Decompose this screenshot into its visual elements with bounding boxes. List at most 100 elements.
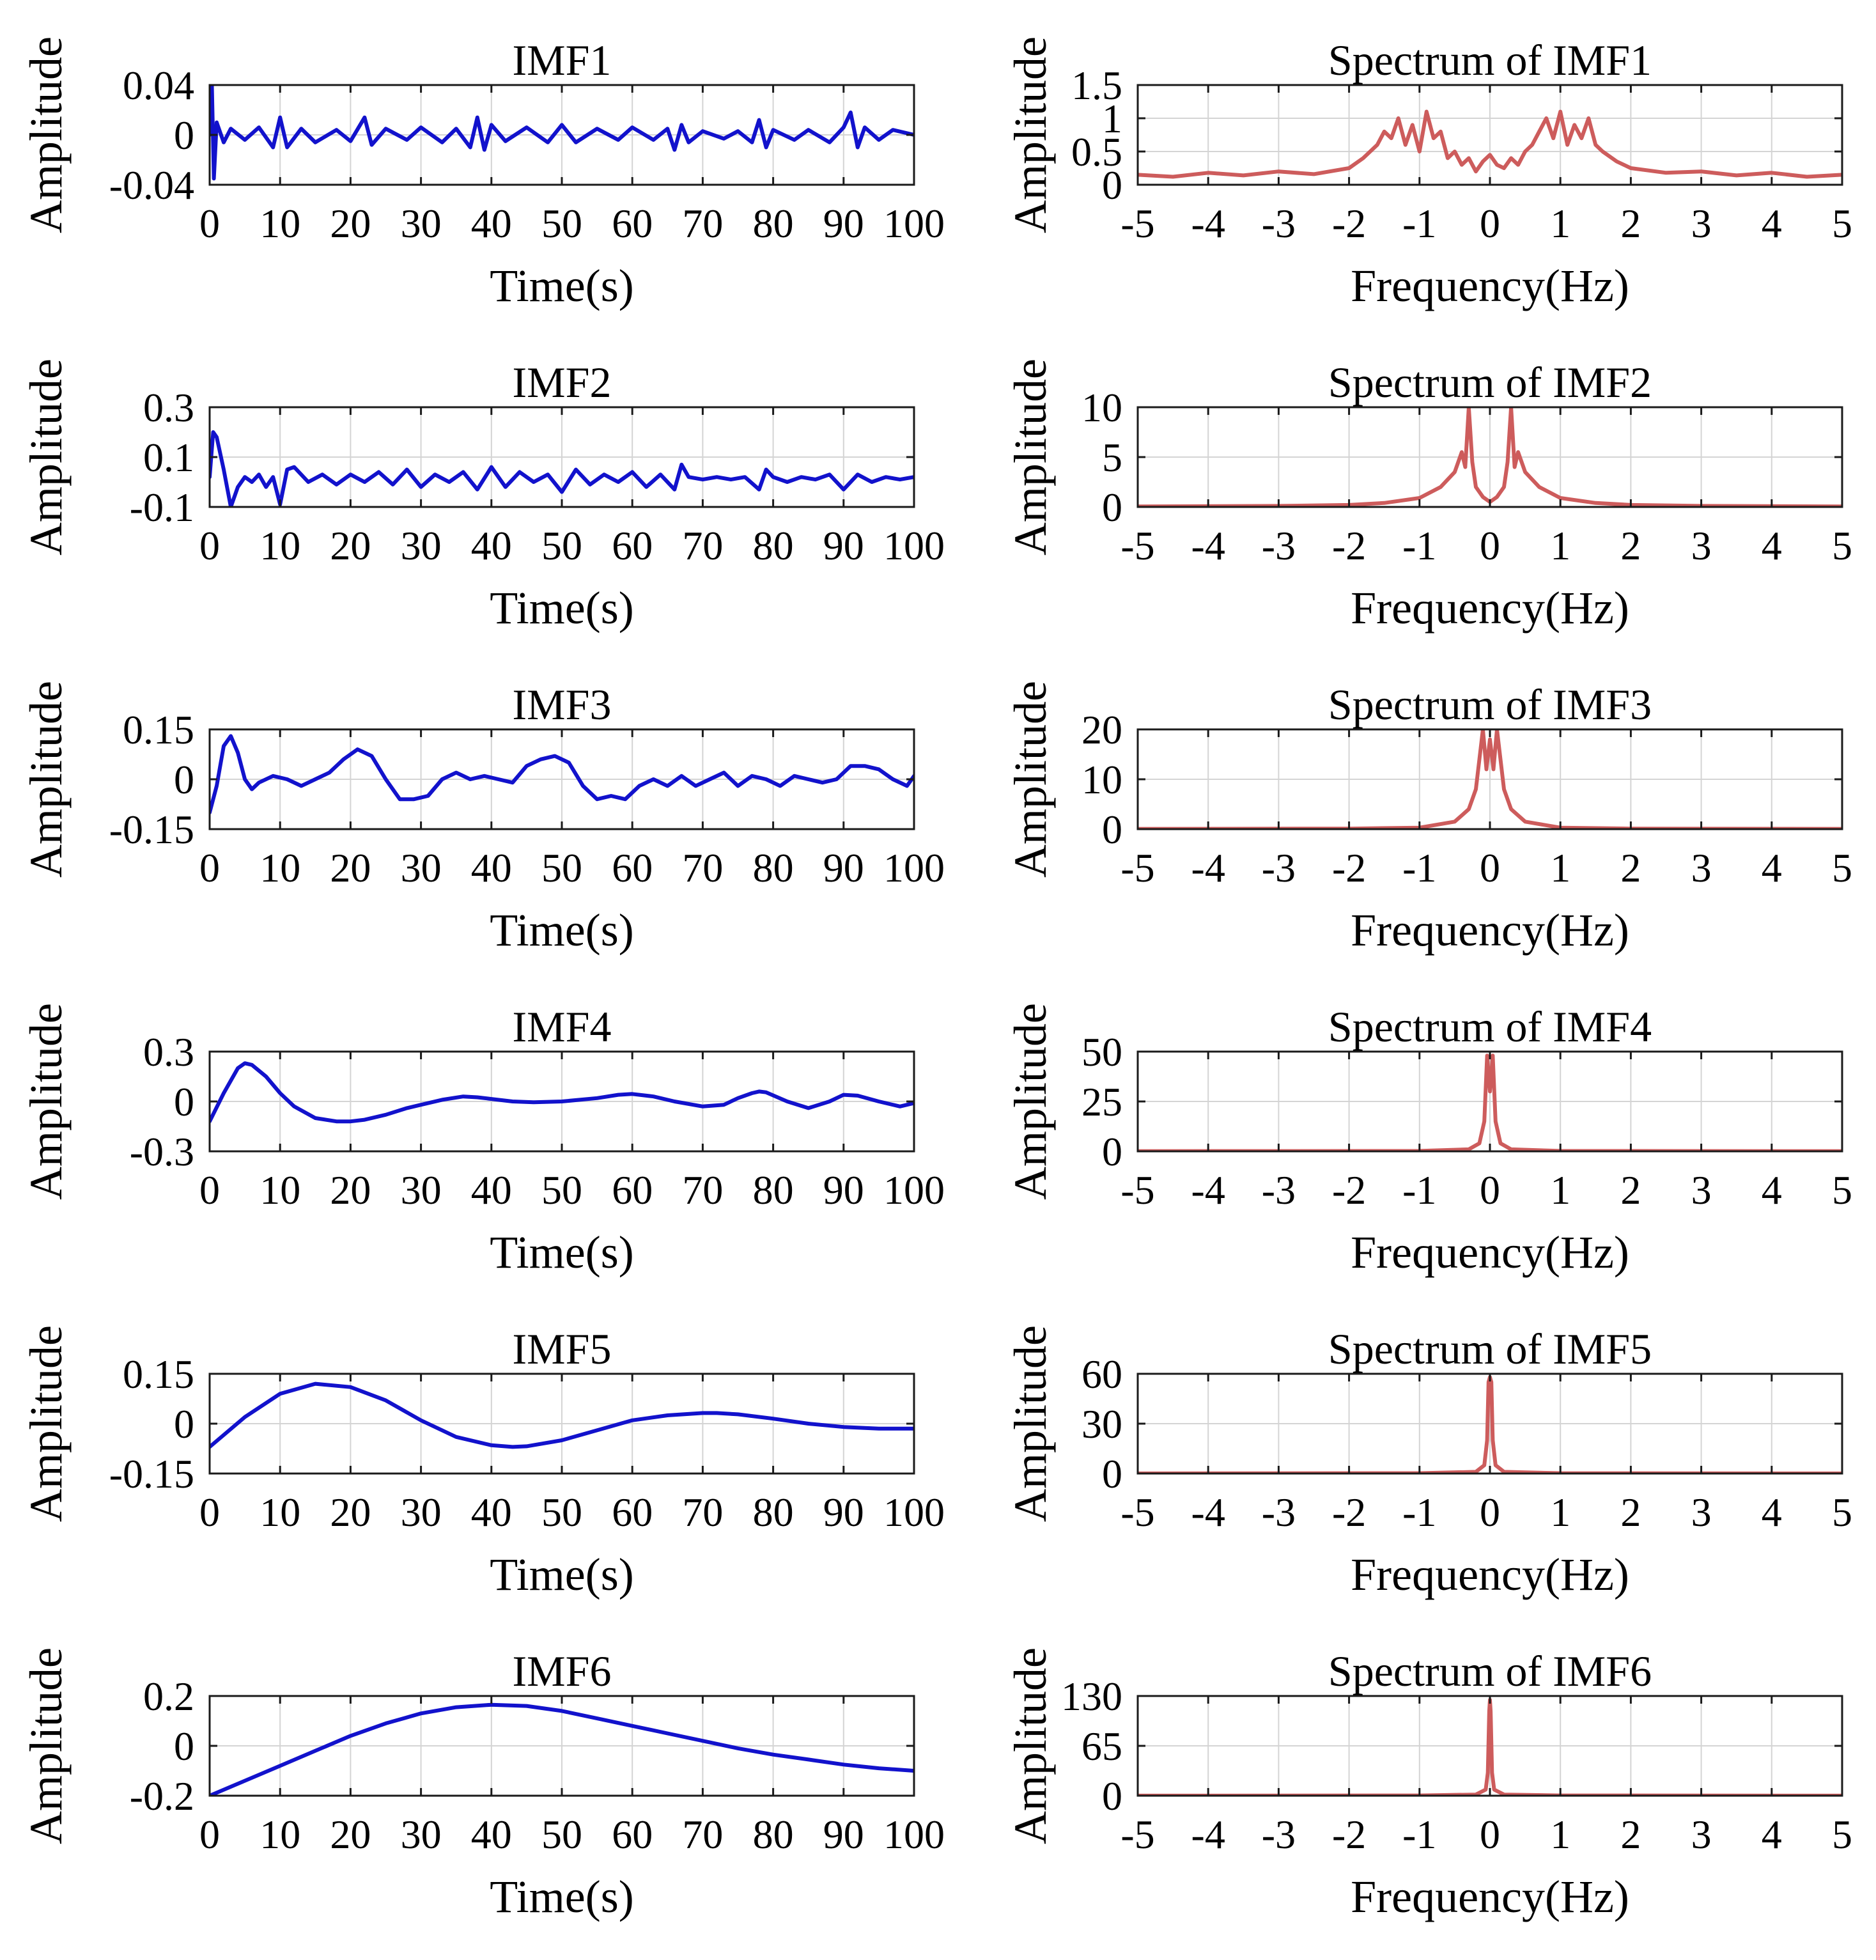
x-tick-label: 4 xyxy=(1762,1812,1782,1857)
y-tick-label: 0 xyxy=(1102,162,1122,208)
x-tick-label: 10 xyxy=(260,1489,300,1535)
x-tick-label: 0 xyxy=(199,845,220,891)
x-tick-label: -3 xyxy=(1262,845,1296,891)
x-tick-label: -3 xyxy=(1262,1167,1296,1213)
x-tick-label: 3 xyxy=(1691,1812,1712,1857)
y-tick-label: 5 xyxy=(1102,435,1122,480)
x-axis-label: Frequency(Hz) xyxy=(1351,1871,1629,1922)
x-tick-label: 60 xyxy=(612,1167,653,1213)
x-tick-label: -4 xyxy=(1191,201,1225,246)
x-tick-label: 70 xyxy=(682,1167,723,1213)
x-tick-label: 50 xyxy=(541,1812,582,1857)
y-axis-label: Amplitude xyxy=(1005,681,1056,878)
x-tick-label: 30 xyxy=(401,845,442,891)
x-tick-label: 70 xyxy=(682,1489,723,1535)
x-tick-label: 4 xyxy=(1762,1489,1782,1535)
y-tick-label: 0.15 xyxy=(123,1351,194,1397)
x-tick-label: 20 xyxy=(330,845,371,891)
x-tick-label: 4 xyxy=(1762,845,1782,891)
y-axis-label: Amplitude xyxy=(20,36,72,233)
x-tick-label: -2 xyxy=(1332,523,1366,568)
x-axis-label: Frequency(Hz) xyxy=(1351,260,1629,311)
x-tick-label: 100 xyxy=(883,201,945,246)
chart-title: IMF5 xyxy=(513,1325,612,1373)
y-axis-label: Amplitude xyxy=(20,359,72,556)
x-tick-label: 40 xyxy=(471,1167,512,1213)
series-line-spec4 xyxy=(1138,1054,1842,1151)
x-tick-label: 4 xyxy=(1762,1167,1782,1213)
x-tick-label: 0 xyxy=(1480,845,1500,891)
chart-title: Spectrum of IMF1 xyxy=(1328,36,1652,84)
x-tick-label: -2 xyxy=(1332,201,1366,246)
x-tick-label: 10 xyxy=(260,1167,300,1213)
x-tick-label: -1 xyxy=(1402,1489,1436,1535)
chart-imf6: 0 10 20 30 40 50 60 70 80 90 100-0.200.2IMF6Time(s… xyxy=(20,1647,945,1922)
x-tick-label: 70 xyxy=(682,523,723,568)
y-tick-label: 0 xyxy=(1102,1129,1122,1174)
x-tick-label: 3 xyxy=(1691,845,1712,891)
chart-title: IMF6 xyxy=(513,1647,612,1695)
x-tick-label: 0 xyxy=(199,1489,220,1535)
x-tick-label: 5 xyxy=(1832,1812,1852,1857)
chart-title: IMF4 xyxy=(513,1002,612,1051)
x-tick-label: -5 xyxy=(1120,1167,1154,1213)
x-tick-label: 10 xyxy=(260,1812,300,1857)
x-tick-label: 0 xyxy=(1480,1489,1500,1535)
x-tick-label: -5 xyxy=(1120,523,1154,568)
x-tick-label: 1 xyxy=(1550,1812,1570,1857)
series-line-spec1 xyxy=(1138,109,1842,179)
y-axis-label: Amplitude xyxy=(1005,359,1056,556)
y-tick-label: 0.15 xyxy=(123,707,194,752)
y-tick-label: 130 xyxy=(1061,1674,1122,1719)
x-tick-label: 3 xyxy=(1691,1167,1712,1213)
x-tick-label: 0 xyxy=(1480,1812,1500,1857)
y-tick-label: 0.04 xyxy=(123,63,194,108)
x-tick-label: 50 xyxy=(541,201,582,246)
x-tick-label: 40 xyxy=(471,523,512,568)
x-axis-label: Time(s) xyxy=(490,260,633,311)
x-tick-label: 0 xyxy=(199,523,220,568)
x-tick-label: 10 xyxy=(260,523,300,568)
x-tick-label: 50 xyxy=(541,523,582,568)
x-tick-label: 80 xyxy=(753,1812,794,1857)
x-tick-label: 0 xyxy=(199,1812,220,1857)
x-axis-label: Time(s) xyxy=(490,1549,633,1600)
y-tick-label: -0.04 xyxy=(109,162,194,208)
y-tick-label: 0 xyxy=(1102,1451,1122,1497)
x-tick-label: 30 xyxy=(401,201,442,246)
x-tick-label: -3 xyxy=(1262,201,1296,246)
x-tick-label: 2 xyxy=(1620,1812,1641,1857)
chart-spec3: -5 -4 -3 -2 -1 0 1 2 3 4 5 0 10 20 Spectrum of IMF3 Fre… xyxy=(1005,680,1852,956)
y-tick-label: 65 xyxy=(1081,1723,1122,1769)
x-tick-label: -3 xyxy=(1262,1812,1296,1857)
x-tick-label: -4 xyxy=(1191,523,1225,568)
x-tick-label: 3 xyxy=(1691,1489,1712,1535)
x-tick-label: 70 xyxy=(682,1812,723,1857)
series-line-imf4 xyxy=(210,1061,914,1124)
x-tick-label: 50 xyxy=(541,1167,582,1213)
x-tick-label: 90 xyxy=(823,523,864,568)
x-tick-label: -2 xyxy=(1332,845,1366,891)
x-tick-label: 1 xyxy=(1550,523,1570,568)
y-tick-label: 0 xyxy=(1102,1773,1122,1819)
y-tick-label: -0.1 xyxy=(130,485,194,530)
chart-spec2: -5 -4 -3 -2 -1 0 1 2 3 4 5 0 5 10 Spectrum of IMF2 Freq… xyxy=(1005,358,1852,634)
chart-title: Spectrum of IMF5 xyxy=(1328,1325,1652,1373)
y-tick-label: 30 xyxy=(1081,1401,1122,1447)
x-tick-label: -2 xyxy=(1332,1489,1366,1535)
x-tick-label: 20 xyxy=(330,1812,371,1857)
x-tick-label: 10 xyxy=(260,845,300,891)
x-tick-label: 2 xyxy=(1620,845,1641,891)
y-axis-label: Amplitude xyxy=(20,1003,72,1200)
x-tick-label: 30 xyxy=(401,1167,442,1213)
x-axis-label: Frequency(Hz) xyxy=(1351,1227,1629,1278)
y-tick-label: 0 xyxy=(174,1723,194,1769)
x-tick-label: 40 xyxy=(471,1489,512,1535)
x-tick-label: 80 xyxy=(753,1167,794,1213)
y-tick-label: 60 xyxy=(1081,1351,1122,1397)
y-tick-label: 10 xyxy=(1081,385,1122,430)
chart-title: IMF2 xyxy=(513,358,612,407)
